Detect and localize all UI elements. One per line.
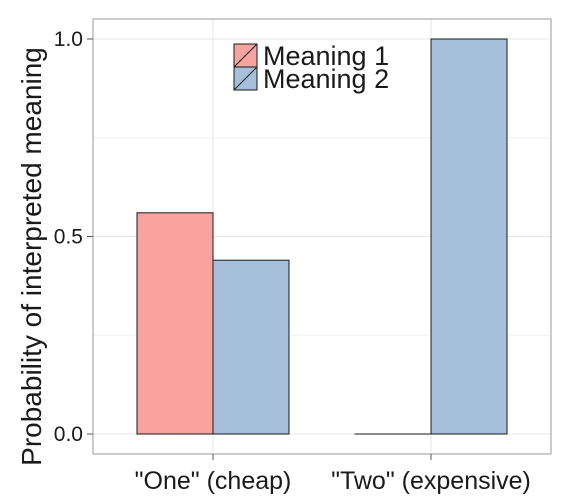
bar-meaning-2 — [430, 38, 508, 435]
legend-key-slash — [233, 43, 258, 68]
bar-meaning-1 — [136, 212, 214, 435]
x-tick-label: "Two" (expensive) — [331, 467, 531, 495]
legend-label: Meaning 2 — [263, 64, 389, 94]
bars — [136, 38, 508, 435]
y-axis-ticks: 0.0 0.5 1.0 — [54, 28, 93, 446]
y-tick-label: 0.0 — [54, 423, 83, 446]
legend-label: Meaning 1 — [263, 41, 389, 71]
y-axis-label: Probability of interpreted meaning — [16, 47, 47, 466]
bar-meaning-2 — [212, 259, 290, 435]
x-tick-label: "One" (cheap) — [135, 467, 292, 495]
y-tick-label: 0.5 — [54, 226, 83, 249]
legend-key-slash — [233, 66, 258, 91]
x-axis-ticks: "One" (cheap) "Two" (expensive) — [135, 454, 531, 495]
y-tick-label: 1.0 — [54, 28, 83, 51]
